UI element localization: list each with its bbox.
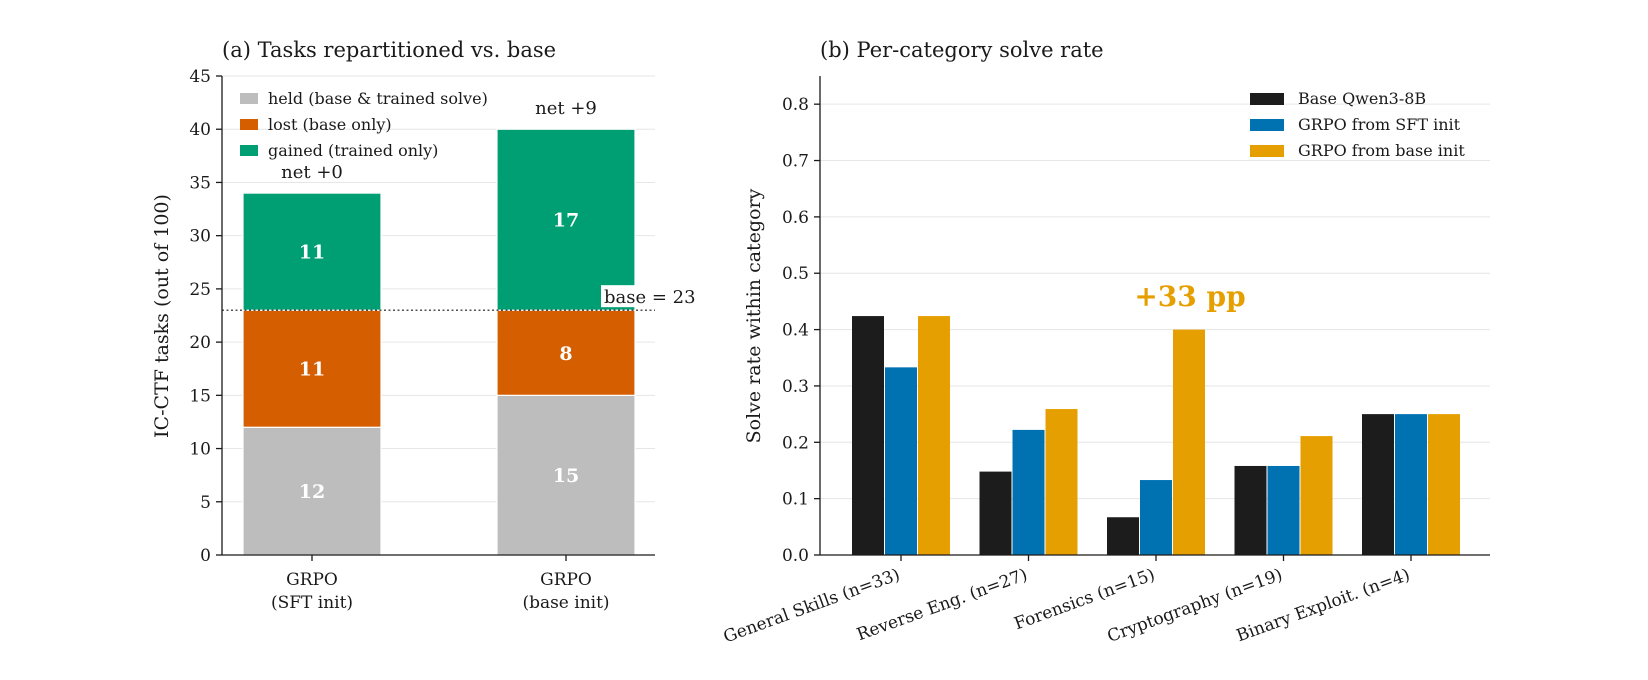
y-tick-label: 0.1 (782, 490, 809, 510)
legend-swatch (240, 93, 258, 104)
bar-segment-lost (496, 309, 636, 396)
x-tick-label: (SFT init) (271, 593, 353, 613)
panel-b: (b) Per-category solve rate 0.0 0.1 0.2 0.3… (721, 38, 1490, 647)
bar-grpo-from-sft-init (1395, 414, 1427, 555)
segment-value-label: 11 (299, 359, 325, 381)
category-gain-annotation: +33 pp (1134, 280, 1245, 313)
segment-value-label: 15 (553, 465, 579, 487)
y-tick-label: 0.6 (782, 208, 809, 228)
legend-swatch (240, 145, 258, 156)
bar-grpo-from-base-init (918, 316, 950, 555)
y-tick-label: 20 (189, 333, 211, 353)
legend-entry: gained (trained only) (268, 141, 438, 160)
panel-b-axes (819, 76, 1490, 556)
y-tick-label: 0 (200, 546, 211, 566)
y-tick-label: 10 (189, 440, 211, 460)
panel-a-bars: 12 11 11 net +0 15 8 17 net +9 (242, 98, 636, 556)
base-reference-label-bg (601, 285, 693, 308)
bar-segment-gained (496, 128, 636, 311)
y-tick-label: 45 (189, 67, 211, 87)
panel-b-y-axis-label: Solve rate within category (743, 188, 765, 443)
y-tick-label: 0.7 (782, 152, 809, 172)
y-tick-label: 0.0 (782, 546, 809, 566)
panel-a-title: (a) Tasks repartitioned vs. base (222, 38, 556, 62)
legend-swatch (1250, 93, 1284, 105)
panel-a: (a) Tasks repartitioned vs. base 12 11 11 n… (151, 38, 696, 613)
panel-b-bars (852, 316, 1460, 555)
bar-base-qwen3-8b (852, 316, 884, 555)
legend-swatch (240, 119, 258, 130)
bar-grpo-from-sft-init (885, 367, 917, 555)
panel-b-legend: Base Qwen3-8B GRPO from SFT init GRPO from… (1250, 89, 1465, 160)
bar-grpo-from-sft-init (1012, 429, 1045, 555)
bar-grpo-from-base-init (1173, 329, 1205, 555)
net-change-label: net +9 (535, 98, 597, 119)
y-tick-label: 5 (200, 493, 211, 513)
bar-base-qwen3-8b (1107, 517, 1139, 555)
segment-value-label: 11 (299, 242, 325, 264)
bar-grpo-from-sft-init (1140, 480, 1172, 555)
bar-grpo-from-base-init (1428, 414, 1460, 555)
y-tick-label: 25 (189, 280, 211, 300)
x-tick-label: GRPO (540, 570, 592, 590)
panel-a-y-ticks: 0 5 10 15 20 25 30 35 40 45 (189, 67, 222, 566)
legend-swatch (1250, 119, 1284, 131)
panel-b-title: (b) Per-category solve rate (820, 38, 1104, 62)
legend-entry: GRPO from SFT init (1298, 115, 1461, 134)
net-change-label: net +0 (281, 162, 343, 183)
bar-base-qwen3-8b (1362, 414, 1394, 555)
panel-b-x-ticks: General Skills (n=33)Reverse Eng. (n=27)… (721, 555, 1413, 647)
panel-a-legend: held (base & trained solve) lost (base on… (240, 89, 488, 160)
bar-segment-held (242, 426, 382, 556)
legend-entry: GRPO from base init (1298, 141, 1465, 160)
y-tick-label: 30 (189, 227, 211, 247)
legend-entry: lost (base only) (268, 115, 392, 134)
y-tick-label: 40 (189, 120, 211, 140)
y-tick-label: 0.2 (782, 433, 809, 453)
y-tick-label: 35 (189, 173, 211, 193)
y-tick-label: 0.8 (782, 95, 809, 115)
y-tick-label: 0.3 (782, 377, 809, 397)
panel-b-y-ticks: 0.0 0.1 0.2 0.3 0.4 0.5 0.6 0.7 0.8 (782, 95, 820, 566)
segment-value-label: 8 (559, 343, 572, 365)
bar-base-qwen3-8b (1234, 465, 1267, 555)
bar-base-qwen3-8b (979, 471, 1012, 555)
base-reference-label: base = 23 (604, 287, 696, 308)
y-tick-label: 0.5 (782, 264, 809, 284)
x-tick-label: GRPO (286, 570, 338, 590)
panel-a-x-ticks: GRPO (SFT init) GRPO (base init) (271, 555, 610, 613)
y-tick-label: 15 (189, 386, 211, 406)
x-tick-label: (base init) (522, 593, 609, 613)
bar-grpo-from-base-init (1045, 409, 1078, 555)
panel-a-axes (221, 76, 655, 556)
legend-entry: Base Qwen3-8B (1298, 89, 1426, 108)
y-tick-label: 0.4 (782, 321, 809, 341)
bar-segment-lost (242, 309, 382, 428)
legend-entry: held (base & trained solve) (268, 89, 488, 108)
bar-grpo-from-base-init (1300, 436, 1333, 555)
legend-swatch (1250, 145, 1284, 157)
bar-grpo-from-sft-init (1267, 465, 1300, 555)
segment-value-label: 17 (553, 210, 579, 232)
panel-a-y-axis-label: IC-CTF tasks (out of 100) (151, 194, 173, 438)
segment-value-label: 12 (299, 481, 325, 503)
